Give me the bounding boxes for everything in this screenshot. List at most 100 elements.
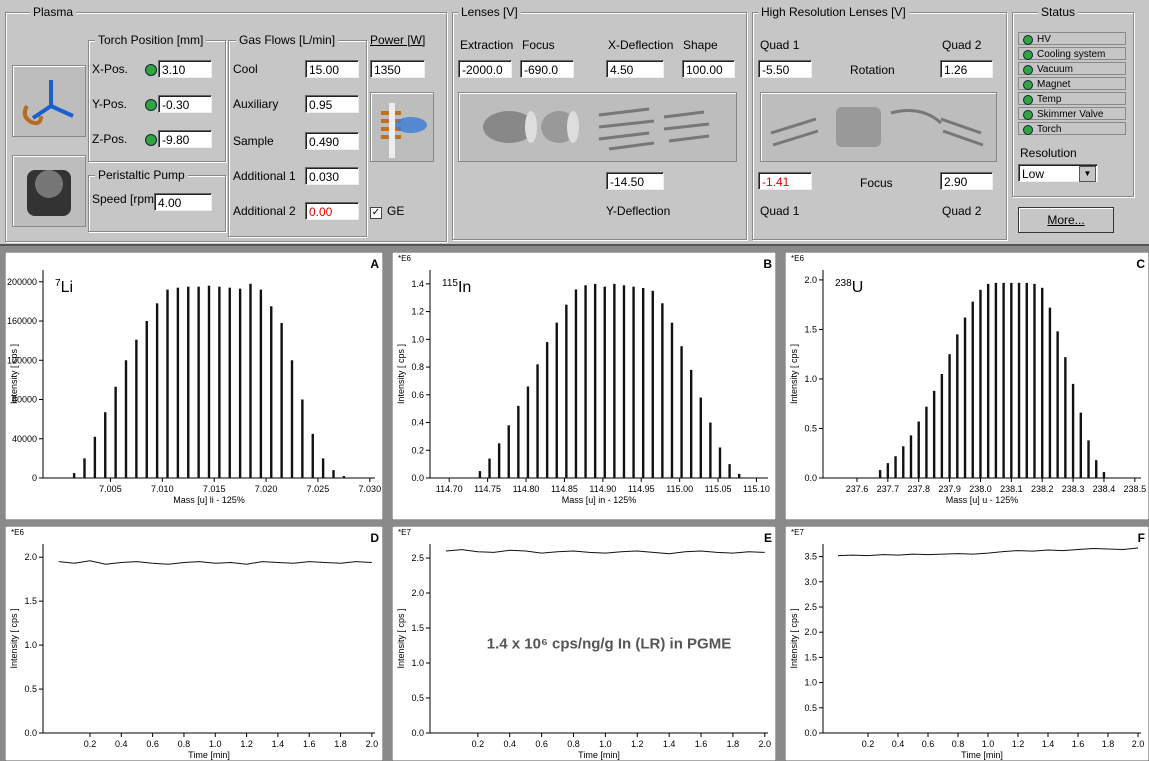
y-tick-label: 1.4 [411,279,424,289]
panel-letter: D [370,531,379,545]
axis-multiplier: *E7 [398,528,411,537]
x-tick-label: 115.05 [705,484,732,494]
y-tick-label: 0.5 [804,423,817,433]
bar [918,422,920,478]
bar [652,291,654,478]
x-tick-label: 1.8 [727,739,740,749]
hr-quad1-input[interactable]: -1.41 [758,172,812,190]
bar [1049,308,1051,478]
group-title: High Resolution Lenses [V] [758,5,909,19]
ydeflection-input[interactable]: -14.50 [606,172,664,190]
y-tick-label: 1.0 [804,678,817,688]
field-label: Auxiliary [233,97,278,111]
more-button[interactable]: More... [1018,207,1114,233]
x-tick-label: 0.4 [115,739,128,749]
y-tick-label: 0.0 [411,728,424,738]
field-label: Focus [522,38,555,52]
group-title: Torch Position [mm] [95,33,206,47]
bar [910,435,912,478]
pump-icon [12,155,86,227]
bar [83,458,85,478]
x-tick-label: 238.2 [1031,484,1054,494]
z-pos-input[interactable]: -9.80 [158,130,212,148]
x-tick-label: 237.9 [938,484,961,494]
bar [604,287,606,478]
field-label: Quad 1 [760,38,799,52]
bar [536,364,538,478]
hr-quad2-input[interactable]: 2.90 [940,172,993,190]
bar [114,387,116,478]
y-tick-label: 0.0 [24,728,37,738]
status-led [145,64,157,76]
extraction-input[interactable]: -2000.0 [458,60,512,78]
status-item: Cooling system [1018,47,1126,60]
select-value: Low [1022,167,1044,181]
bar [177,288,179,478]
plots-area: 040000800001200001600002000007.0057.0107… [0,246,1149,761]
x-axis-label: Mass [u] li - 125% [173,495,245,505]
bar [1095,460,1097,478]
bar [565,305,567,478]
x-tick-label: 115.00 [666,484,693,494]
plot-panel: 0.00.51.01.52.00.20.40.60.81.01.21.41.61… [5,526,383,761]
bar [239,289,241,478]
field-label: Quad 2 [942,38,981,52]
status-label: Magnet [1037,79,1070,90]
ge-checkbox[interactable]: ✓GE [370,204,404,219]
xdeflection-input[interactable]: 4.50 [606,60,664,78]
bar [700,398,702,478]
power-input[interactable]: 1350 [370,60,425,78]
bar [197,287,199,478]
y-axis-label: Intensity [ cps ] [789,608,799,668]
y-tick-label: 1.5 [411,623,424,633]
x-tick-label: 237.8 [907,484,930,494]
panel-background [785,526,1149,761]
cool-input[interactable]: 15.00 [305,60,359,78]
x-tick-label: 238.0 [969,484,992,494]
auxiliary-input[interactable]: 0.95 [305,95,359,113]
sample-input[interactable]: 0.490 [305,132,359,150]
resolution-select[interactable]: Low▼ [1018,164,1098,182]
y-tick-label: 3.0 [804,577,817,587]
field-label: Sample [233,134,274,148]
x-tick-label: 114.85 [551,484,578,494]
quad1-input[interactable]: -5.50 [758,60,812,78]
x-tick-label: 1.0 [982,739,995,749]
x-tick-label: 114.95 [628,484,655,494]
speed-input[interactable]: 4.00 [154,193,212,211]
x-tick-label: 1.2 [240,739,253,749]
field-label: Z-Pos. [92,132,127,146]
x-tick-label: 0.4 [503,739,516,749]
status-led [1023,95,1033,105]
bar [1041,288,1043,478]
axis-multiplier: *E6 [398,254,411,263]
bar [1018,283,1020,478]
bar [73,473,75,478]
x-tick-label: 114.75 [474,484,501,494]
y-axis-label: Intensity [ cps ] [9,344,19,404]
plot-panel: 0.00.51.01.52.02.50.20.40.60.81.01.21.41… [392,526,776,761]
y-tick-label: 1.2 [411,307,424,317]
x-tick-label: 0.8 [567,739,580,749]
x-tick-label: 0.6 [146,739,159,749]
bar [575,289,577,478]
x-pos-input[interactable]: 3.10 [158,60,212,78]
y-pos-input[interactable]: -0.30 [158,95,212,113]
status-item: Skimmer Valve [1018,107,1126,120]
additional2-input[interactable]: 0.00 [305,202,359,220]
rotation-input[interactable]: 1.26 [940,60,993,78]
additional1-input[interactable]: 0.030 [305,167,359,185]
shape-input[interactable]: 100.00 [682,60,735,78]
bar [972,302,974,478]
y-tick-label: 0.5 [411,693,424,703]
y-tick-label: 0.6 [411,390,424,400]
x-tick-label: 2.0 [366,739,379,749]
status-item: Temp [1018,92,1126,105]
focus-input[interactable]: -690.0 [520,60,574,78]
x-tick-label: 2.0 [1132,739,1145,749]
y-tick-label: 0.0 [804,728,817,738]
bar [508,425,510,478]
bar [146,321,148,478]
y-tick-label: 200000 [7,277,37,287]
